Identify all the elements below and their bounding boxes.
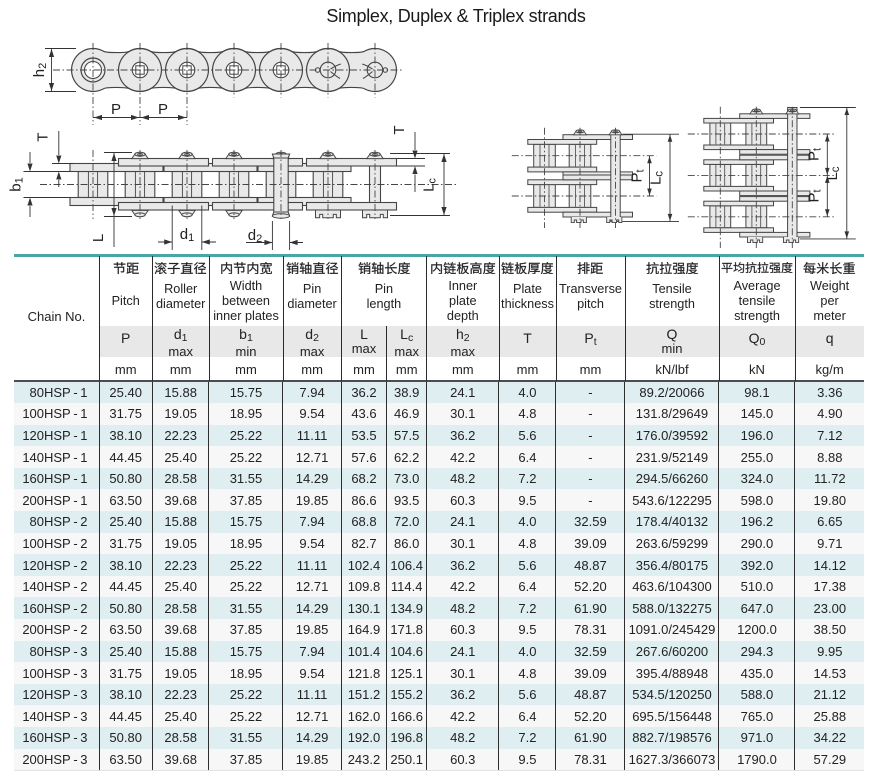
svg-text:P: P [158, 101, 168, 118]
svg-text:L: L [90, 234, 107, 242]
svg-text:d1: d1 [180, 226, 194, 244]
svg-text:h2: h2 [31, 63, 49, 77]
svg-text:Pt: Pt [806, 148, 824, 161]
svg-text:d2: d2 [248, 227, 262, 245]
svg-text:Lc: Lc [648, 171, 666, 185]
svg-text:P: P [111, 101, 121, 118]
svg-text:T: T [391, 125, 408, 134]
svg-text:b1: b1 [8, 177, 26, 191]
svg-text:Pt: Pt [806, 189, 824, 202]
svg-text:Pt: Pt [629, 169, 647, 182]
svg-text:Lc: Lc [421, 178, 439, 192]
svg-text:T: T [35, 133, 52, 142]
